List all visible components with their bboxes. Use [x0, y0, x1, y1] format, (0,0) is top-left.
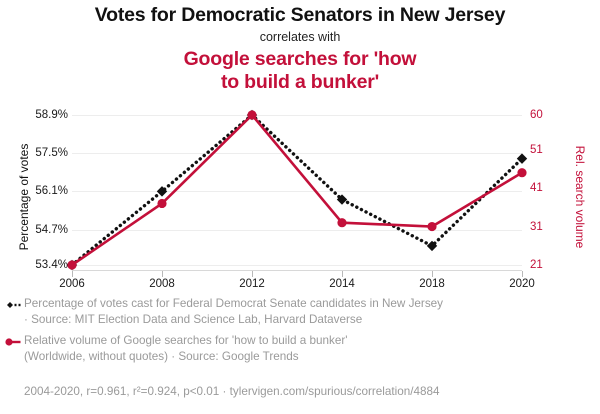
gridline	[72, 191, 522, 193]
y-axis-right-ticks: 21 31 41 51 60	[530, 0, 570, 414]
y-axis-left-ticks: 53.4% 54.7% 56.1% 57.5% 58.9%	[0, 0, 68, 414]
y-axis-left-tick-label: 56.1%	[35, 185, 68, 198]
x-axis-tick-label: 2008	[149, 278, 175, 290]
correlates-with-label: correlates with	[259, 30, 341, 44]
y-axis-right-tick-label: 51	[530, 143, 543, 156]
data-point-marker	[427, 221, 437, 232]
y-axis-left-tick-label: 58.9%	[35, 109, 68, 121]
legend-item-votes: Percentage of votes cast for Federal Dem…	[0, 296, 600, 327]
chart-title: Votes for Democratic Senators in New Jer…	[94, 4, 506, 26]
diamond-dotted-marker-icon	[7, 302, 21, 308]
data-point-marker	[337, 218, 347, 228]
gridline	[72, 153, 522, 155]
plot-area	[72, 110, 522, 270]
legend-item-searches: Relative volume of Google searches for '…	[0, 333, 600, 364]
data-point-marker	[517, 168, 527, 178]
data-point-marker	[247, 110, 257, 120]
data-point-marker	[336, 194, 348, 205]
chart-legend: Percentage of votes cast for Federal Dem…	[0, 296, 600, 366]
circle-solid-marker-icon	[5, 338, 21, 346]
subtitle-line-2: to build a bunker'	[220, 70, 380, 93]
gridline	[72, 265, 522, 266]
data-point-marker	[426, 240, 438, 252]
x-axis-tick	[162, 271, 163, 277]
x-axis-tick-label: 2006	[59, 278, 85, 290]
x-axis-tick-label: 2020	[509, 278, 535, 290]
data-point-marker	[67, 260, 77, 270]
chart-footnote: 2004-2020, r=0.961, r²=0.924, p<0.01 · t…	[24, 385, 440, 398]
subtitle-line-1: Google searches for 'how	[183, 48, 417, 70]
x-axis-tick	[432, 271, 433, 277]
y-axis-right-tick-label: 41	[530, 182, 543, 195]
series-line	[70, 112, 524, 267]
x-axis-tick-label: 2018	[419, 278, 445, 290]
data-point-marker	[156, 186, 168, 197]
y-axis-right-tick-label: 60	[530, 109, 543, 121]
y-axis-left-tick-label: 53.4%	[35, 259, 68, 271]
x-axis-tick	[342, 271, 343, 277]
x-axis-tick	[522, 271, 523, 277]
y-axis-left-tick-label: 54.7%	[35, 223, 68, 236]
series-line	[71, 113, 523, 267]
data-point-marker	[516, 153, 528, 164]
y-axis-right-tick-label: 21	[530, 259, 543, 271]
data-point-marker	[157, 198, 167, 209]
x-axis-tick-label: 2014	[329, 278, 355, 290]
chart-subtitle: Google searches for 'how to build a bunk…	[0, 48, 600, 93]
gridline	[72, 229, 522, 231]
legend-item-votes-label: Percentage of votes cast for Federal Dem…	[24, 297, 444, 326]
x-axis-tick-label: 2012	[239, 278, 265, 290]
gridline	[72, 115, 522, 116]
x-axis-tick	[252, 271, 253, 277]
x-axis-line	[72, 270, 522, 271]
y-axis-left-tick-label: 57.5%	[35, 147, 68, 160]
legend-item-searches-label: Relative volume of Google searches for '…	[24, 334, 348, 363]
x-axis-tick	[72, 271, 73, 277]
y-axis-right-tick-label: 31	[530, 220, 543, 233]
